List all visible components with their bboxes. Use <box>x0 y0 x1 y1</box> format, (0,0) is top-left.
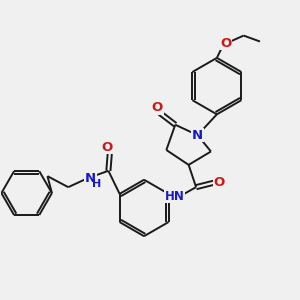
Text: O: O <box>152 101 163 114</box>
Text: O: O <box>220 37 231 50</box>
Text: H: H <box>92 178 102 189</box>
Text: HN: HN <box>164 190 184 202</box>
Text: N: N <box>192 129 203 142</box>
Text: N: N <box>85 172 96 185</box>
Text: O: O <box>214 176 225 189</box>
Text: O: O <box>101 140 112 154</box>
